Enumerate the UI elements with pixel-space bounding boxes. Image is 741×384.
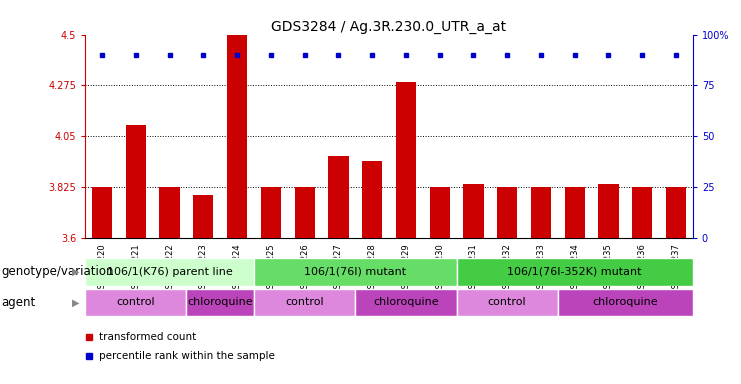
Title: GDS3284 / Ag.3R.230.0_UTR_a_at: GDS3284 / Ag.3R.230.0_UTR_a_at xyxy=(271,20,507,33)
Bar xyxy=(355,289,456,316)
Bar xyxy=(463,184,484,238)
Bar xyxy=(456,258,693,286)
Text: percentile rank within the sample: percentile rank within the sample xyxy=(99,351,274,361)
Bar xyxy=(497,187,517,238)
Bar xyxy=(254,289,355,316)
Bar xyxy=(558,289,693,316)
Text: genotype/variation: genotype/variation xyxy=(1,265,114,278)
Bar xyxy=(261,187,281,238)
Bar xyxy=(531,187,551,238)
Bar xyxy=(159,187,180,238)
Bar xyxy=(85,258,254,286)
Text: chloroquine: chloroquine xyxy=(373,297,439,308)
Text: 106/1(76I-352K) mutant: 106/1(76I-352K) mutant xyxy=(508,266,642,277)
Bar xyxy=(632,187,652,238)
Text: ▶: ▶ xyxy=(72,297,79,308)
Text: transformed count: transformed count xyxy=(99,332,196,342)
Text: 106/1(76I) mutant: 106/1(76I) mutant xyxy=(305,266,406,277)
Bar xyxy=(126,125,146,238)
Text: control: control xyxy=(116,297,155,308)
Bar xyxy=(666,187,686,238)
Bar xyxy=(598,184,619,238)
Bar xyxy=(92,187,112,238)
Bar xyxy=(294,187,315,238)
Bar xyxy=(85,289,187,316)
Text: ▶: ▶ xyxy=(72,266,79,277)
Text: agent: agent xyxy=(1,296,36,309)
Bar xyxy=(328,156,348,238)
Text: control: control xyxy=(285,297,324,308)
Bar xyxy=(227,35,247,238)
Bar xyxy=(565,187,585,238)
Bar xyxy=(456,289,558,316)
Bar xyxy=(430,187,450,238)
Bar xyxy=(396,82,416,238)
Bar xyxy=(193,195,213,238)
Text: chloroquine: chloroquine xyxy=(187,297,253,308)
Bar xyxy=(187,289,254,316)
Text: chloroquine: chloroquine xyxy=(593,297,658,308)
Bar xyxy=(254,258,456,286)
Text: 106/1(K76) parent line: 106/1(K76) parent line xyxy=(107,266,233,277)
Bar xyxy=(362,161,382,238)
Text: control: control xyxy=(488,297,527,308)
